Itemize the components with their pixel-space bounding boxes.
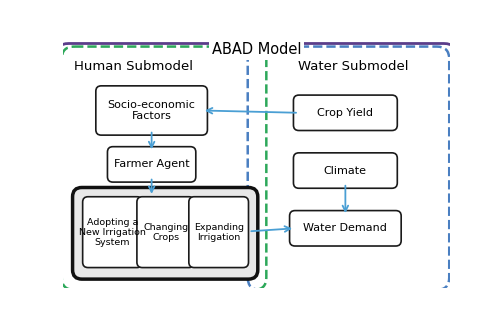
FancyBboxPatch shape [137,197,194,268]
FancyBboxPatch shape [96,86,208,135]
FancyBboxPatch shape [82,197,142,268]
FancyBboxPatch shape [108,147,196,182]
Text: Farmer Agent: Farmer Agent [114,159,190,169]
Text: Adopting a
New Irrigation
System: Adopting a New Irrigation System [79,218,146,247]
Text: ABAD Model: ABAD Model [212,42,301,57]
FancyBboxPatch shape [189,197,248,268]
Text: Human Submodel: Human Submodel [74,60,194,73]
FancyBboxPatch shape [294,153,398,188]
Text: Crop Yield: Crop Yield [318,108,374,118]
FancyBboxPatch shape [290,211,401,246]
Text: Changing
Crops: Changing Crops [143,223,188,242]
Text: Water Submodel: Water Submodel [298,60,408,73]
Text: Socio-economic
Factors: Socio-economic Factors [108,100,196,121]
FancyBboxPatch shape [55,43,458,296]
FancyBboxPatch shape [294,95,398,131]
Text: Water Demand: Water Demand [304,223,388,233]
FancyBboxPatch shape [72,188,258,279]
Text: Expanding
Irrigation: Expanding Irrigation [194,223,244,242]
Text: Climate: Climate [324,166,367,176]
